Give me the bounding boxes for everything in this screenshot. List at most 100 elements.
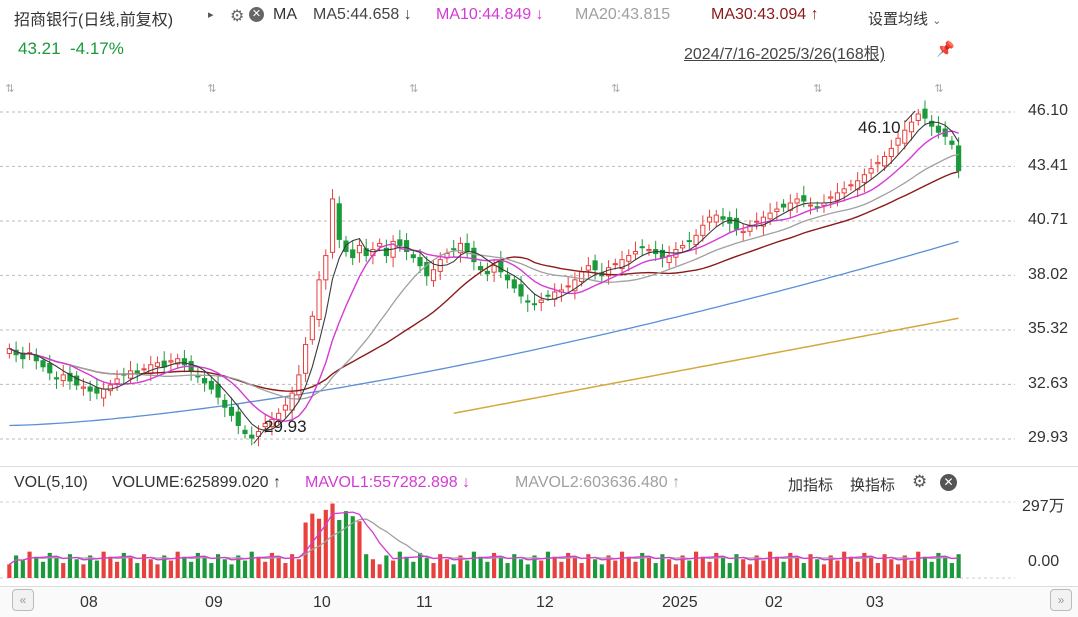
high-annotation: 46.10 <box>858 118 901 137</box>
mavol2-readout: MAVOL2:603636.480 ↑ <box>515 474 681 491</box>
candle-body <box>841 188 847 194</box>
candle-body <box>646 249 652 252</box>
volume-bar <box>498 557 503 578</box>
gear-icon[interactable]: ⚙ <box>230 8 245 25</box>
scroll-left-button[interactable]: « <box>12 589 34 611</box>
scroll-right-button[interactable]: » <box>1050 589 1072 611</box>
candle-body <box>545 294 551 297</box>
volume-bar <box>821 564 827 578</box>
volume-bar <box>74 559 79 578</box>
candle-body <box>525 300 531 303</box>
candle-body <box>350 249 356 259</box>
volume-bar <box>518 559 524 578</box>
candle-body <box>504 274 511 281</box>
event-marker: ⇅ <box>813 83 822 95</box>
volume-bar <box>774 556 779 578</box>
volume-bar <box>54 557 59 578</box>
volume-bar <box>478 556 483 578</box>
volume-bar <box>377 564 382 578</box>
volume-bar <box>242 560 248 578</box>
candle-body <box>632 251 639 255</box>
volume-bar <box>714 552 719 578</box>
candle-body <box>565 285 571 288</box>
event-marker: ⇅ <box>207 83 216 95</box>
volume-bar <box>283 563 288 578</box>
volume-bar <box>411 561 416 578</box>
volume-bar <box>175 551 180 578</box>
candle-body <box>33 355 39 362</box>
candle-body <box>700 224 706 236</box>
volume-bar <box>808 554 813 578</box>
volume-bar <box>357 521 362 578</box>
volume-bar <box>47 552 52 578</box>
volume-bar <box>222 559 227 578</box>
ma60-line <box>9 240 959 427</box>
switch-indicator-button[interactable]: 换指标 <box>850 477 896 494</box>
candle-body <box>781 203 787 208</box>
candle-body <box>902 129 908 144</box>
volume-bar <box>882 554 887 578</box>
add-indicator-button[interactable]: 加指标 <box>788 477 834 494</box>
volume-bar <box>707 561 712 578</box>
date-range[interactable]: 2024/7/16-2025/3/26(168根) <box>684 46 886 63</box>
volume-bar <box>626 556 631 578</box>
candle-body <box>53 377 60 380</box>
candle-body <box>60 374 66 382</box>
ma20-line <box>9 153 959 400</box>
volume-bar <box>7 564 12 578</box>
volume-readout: VOLUME:625899.020 ↑ <box>112 474 281 491</box>
close-icon[interactable]: ✕ <box>249 7 264 22</box>
candle-body <box>693 234 699 246</box>
volume-bar <box>330 503 335 578</box>
volume-bar <box>108 556 113 578</box>
pane-separator <box>0 466 1078 467</box>
stock-title[interactable]: 招商银行(日线,前复权) <box>14 12 174 29</box>
volume-bar <box>754 555 759 578</box>
candle-body <box>228 406 235 416</box>
volume-bar <box>350 516 355 578</box>
volume-bar <box>727 563 732 578</box>
candle-body <box>626 255 632 262</box>
candle-body <box>794 198 800 204</box>
candle-body <box>680 244 686 249</box>
candle-body <box>255 431 262 437</box>
volume-bar <box>34 556 39 578</box>
candle-body <box>417 257 423 267</box>
volume-bar <box>249 551 254 578</box>
volume-bar <box>801 563 806 578</box>
candle-body <box>881 155 888 167</box>
y-tick-label: 35.32 <box>1028 320 1069 337</box>
x-tick-label: 2025 <box>662 594 698 611</box>
close-icon[interactable]: ✕ <box>940 474 957 491</box>
candle-body <box>356 244 363 254</box>
candle-body <box>908 121 915 133</box>
volume-bar <box>922 556 928 578</box>
volume-bar <box>290 554 295 578</box>
volume-bar <box>700 556 705 578</box>
event-marker: ⇅ <box>5 83 14 95</box>
volume-bar <box>909 560 914 578</box>
x-axis-bar <box>0 586 1078 617</box>
y-tick-label: 32.63 <box>1028 375 1069 392</box>
ma20-readout: MA20:43.815 <box>575 6 671 23</box>
volume-bar <box>855 561 860 578</box>
volume-bar <box>606 555 611 578</box>
candle-body <box>403 240 410 253</box>
ma-settings-button[interactable]: 设置均线 ⌄ <box>868 11 942 28</box>
candle-body <box>101 388 107 399</box>
candle-body <box>639 246 645 249</box>
expand-caret-icon[interactable]: ▸ <box>208 9 214 21</box>
gear-icon[interactable]: ⚙ <box>912 472 928 491</box>
volume-bar <box>451 564 456 578</box>
volume-bar <box>640 552 645 578</box>
volume-bar <box>370 559 376 578</box>
event-marker: ⇅ <box>611 83 620 95</box>
volume-bar <box>391 560 396 578</box>
candle-body <box>929 120 935 127</box>
pin-icon[interactable]: 📌 <box>936 41 955 58</box>
volume-tick-label: 297万 <box>1022 498 1065 515</box>
volume-bar <box>646 557 652 578</box>
candle-body <box>592 260 598 271</box>
volume-bar <box>741 559 746 578</box>
